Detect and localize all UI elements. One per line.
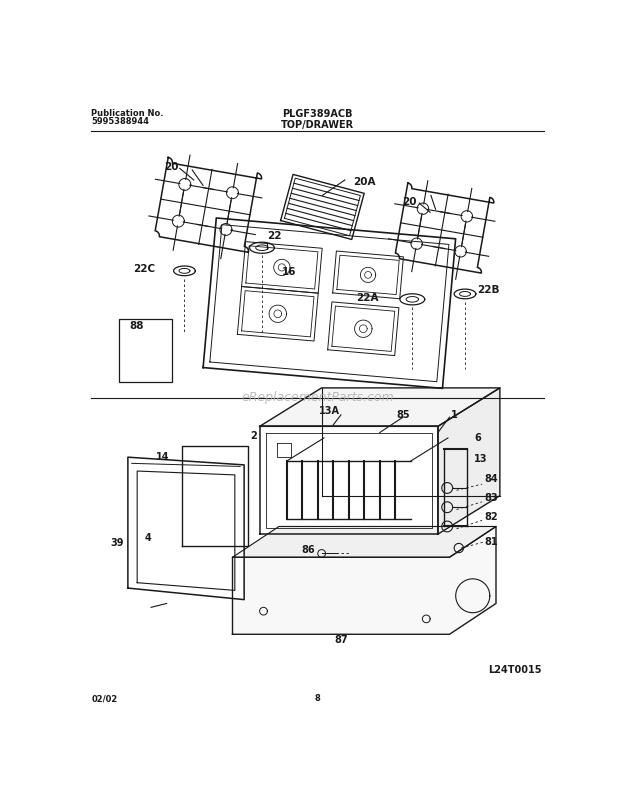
- Text: 84: 84: [484, 474, 498, 484]
- Text: 2: 2: [250, 431, 257, 441]
- Text: 16: 16: [281, 268, 296, 277]
- Text: 87: 87: [334, 635, 348, 646]
- Text: 13: 13: [474, 453, 488, 464]
- Text: 14: 14: [156, 452, 169, 462]
- Text: 82: 82: [484, 512, 498, 522]
- Text: 22A: 22A: [356, 293, 378, 303]
- Text: 22B: 22B: [477, 285, 500, 295]
- Text: 1: 1: [451, 410, 458, 420]
- Polygon shape: [438, 388, 500, 534]
- Text: 83: 83: [484, 493, 498, 503]
- Text: eReplacementParts.com: eReplacementParts.com: [241, 391, 394, 404]
- Text: 20: 20: [402, 197, 417, 206]
- Text: L24T0015: L24T0015: [489, 665, 542, 675]
- Polygon shape: [128, 457, 244, 599]
- Polygon shape: [232, 526, 496, 557]
- Text: 88: 88: [130, 322, 144, 331]
- Text: 22: 22: [267, 231, 282, 241]
- Text: 22C: 22C: [133, 264, 156, 274]
- Text: 4: 4: [145, 533, 152, 543]
- Text: 8: 8: [315, 694, 321, 703]
- Text: 13A: 13A: [319, 406, 340, 416]
- Text: Publication No.: Publication No.: [92, 109, 164, 118]
- Text: 5995388944: 5995388944: [92, 117, 149, 125]
- Polygon shape: [232, 526, 496, 634]
- Polygon shape: [182, 445, 248, 545]
- Text: 20A: 20A: [353, 176, 375, 187]
- Text: 6: 6: [474, 433, 481, 443]
- Polygon shape: [260, 388, 500, 426]
- Polygon shape: [155, 157, 262, 252]
- Polygon shape: [203, 218, 456, 388]
- Text: 86: 86: [302, 545, 316, 554]
- Text: TOP/DRAWER: TOP/DRAWER: [281, 120, 354, 130]
- Polygon shape: [396, 183, 494, 273]
- FancyBboxPatch shape: [118, 318, 172, 382]
- Text: 39: 39: [110, 538, 124, 549]
- Text: PLGF389ACB: PLGF389ACB: [283, 109, 353, 119]
- Text: 81: 81: [484, 537, 498, 547]
- Polygon shape: [281, 175, 364, 240]
- Polygon shape: [260, 426, 438, 534]
- Text: 02/02: 02/02: [92, 694, 118, 703]
- Text: 20: 20: [164, 162, 179, 172]
- Text: 85: 85: [396, 410, 410, 420]
